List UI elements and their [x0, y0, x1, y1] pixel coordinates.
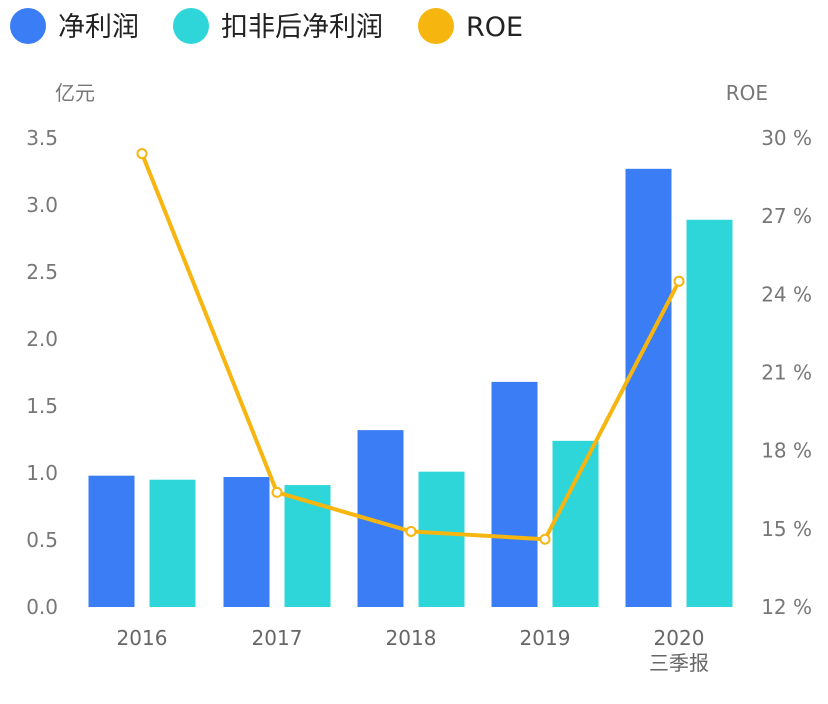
bar-deducted-net-profit-2020	[686, 219, 733, 608]
legend: 净利润 扣非后净利润 ROE	[10, 8, 523, 44]
roe-line-layer	[136, 148, 685, 545]
y-right-tick-0: 12 %	[761, 595, 812, 619]
bar-deducted-net-profit-2018	[418, 471, 465, 607]
roe-point-2017	[271, 486, 283, 498]
x-tick-2017: 2017	[252, 626, 303, 650]
legend-label-0: 净利润	[58, 12, 139, 43]
y-left-tick-7: 3.5	[26, 126, 58, 150]
y-left-tick-0: 0.0	[26, 595, 58, 619]
bar-net-profit-2016	[88, 475, 135, 607]
legend-label-1: 扣非后净利润	[221, 12, 383, 43]
x-tick-sublabel-2020: 三季报	[649, 651, 709, 675]
y-left-tick-6: 3.0	[26, 193, 58, 217]
legend-marker-1	[173, 8, 209, 44]
y-left-axis-label: 亿元	[55, 81, 95, 105]
bar-net-profit-2017	[223, 477, 270, 607]
y-right-tick-5: 27 %	[761, 204, 812, 228]
x-tick-2016: 2016	[117, 626, 168, 650]
y-right-tick-1: 15 %	[761, 517, 812, 541]
roe-point-2018	[405, 525, 417, 537]
bar-net-profit-2020	[625, 168, 672, 607]
x-tick-2020: 2020	[654, 626, 705, 650]
y-left-tick-5: 2.5	[26, 260, 58, 284]
y-right-tick-6: 30 %	[761, 126, 812, 150]
legend-label-2: ROE	[466, 12, 523, 43]
axes: 亿元 ROE 0.0 0.5 1.0 1.5 2.0 2.5 3.0 3.5 12 % 15 % 18 …	[26, 81, 812, 675]
y-left-tick-4: 2.0	[26, 327, 58, 351]
bar-deducted-net-profit-2019	[552, 440, 599, 607]
y-left-tick-2: 1.0	[26, 461, 58, 485]
bar-deducted-net-profit-2016	[149, 479, 196, 607]
y-right-tick-2: 18 %	[761, 439, 812, 463]
y-left-tick-1: 0.5	[26, 528, 58, 552]
bar-net-profit-2019	[491, 381, 538, 607]
bars	[88, 168, 733, 608]
roe-point-2016	[136, 148, 148, 160]
roe-point-2019	[539, 533, 551, 545]
roe-point-2020	[673, 275, 685, 287]
y-right-tick-3: 21 %	[761, 361, 812, 385]
y-left-tick-3: 1.5	[26, 394, 58, 418]
x-tick-2018: 2018	[386, 626, 437, 650]
legend-marker-2	[418, 8, 454, 44]
y-right-tick-4: 24 %	[761, 282, 812, 306]
bar-deducted-net-profit-2017	[284, 485, 331, 607]
y-right-axis-label: ROE	[726, 81, 768, 105]
legend-marker-0	[10, 8, 46, 44]
x-tick-2019: 2019	[520, 626, 571, 650]
